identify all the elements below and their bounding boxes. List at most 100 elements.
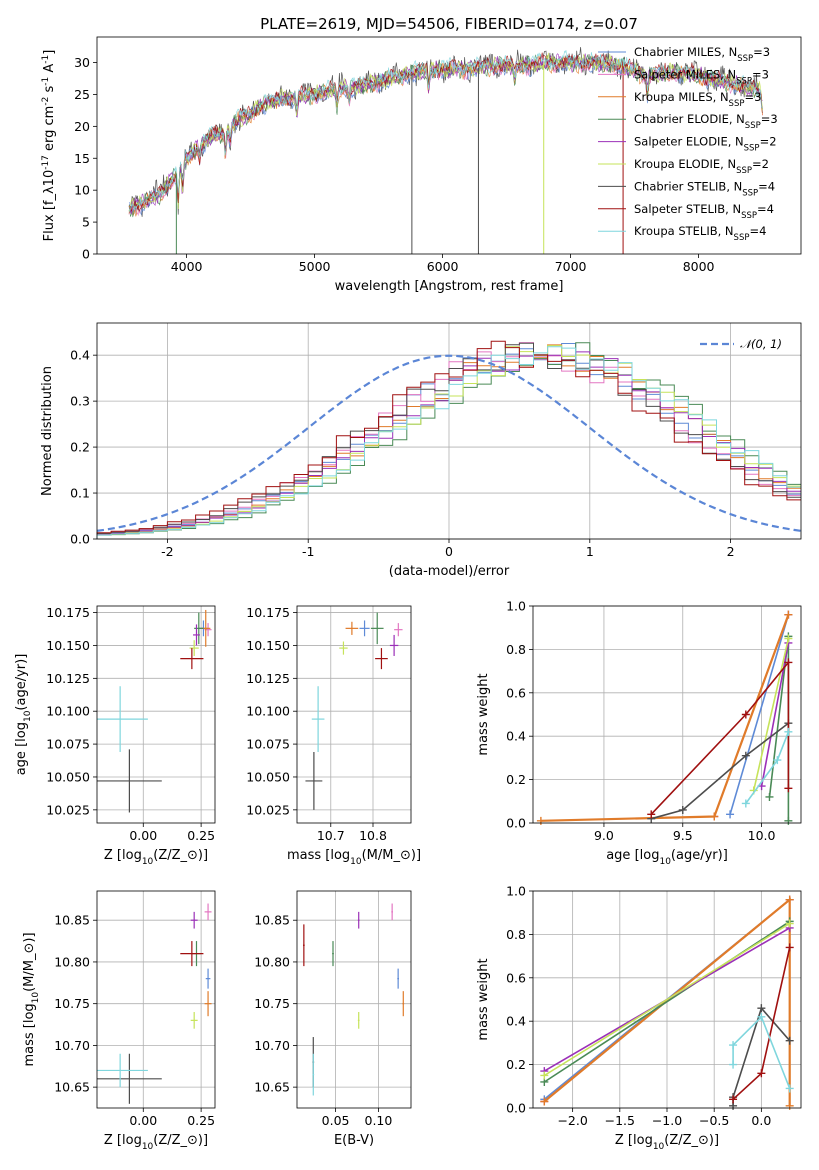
y-tick-label: 0.8 [506, 927, 526, 942]
y-tick-label: 0.2 [506, 1057, 526, 1072]
weight-marker-salpeter-stelib [741, 710, 750, 719]
y-tick-label: 0 [82, 247, 90, 262]
weight-marker-kroupa-stelib [773, 756, 782, 765]
spectrum-lines [128, 47, 763, 254]
weight-marker-kroupa-elodie [785, 919, 794, 928]
x-tick-label: 8000 [683, 259, 715, 274]
y-tick-label: 0.6 [506, 970, 526, 985]
weight-marker-kroupa-stelib [741, 799, 750, 808]
y-tick-label: 10.70 [254, 1038, 290, 1053]
weight-line-chabrier-miles [729, 614, 790, 815]
weight-marker-chabrier-miles [726, 810, 735, 819]
y-tick-label: 1.0 [506, 884, 526, 899]
legend-entry-salpeter-stelib: Salpeter STELIB, NSSP=4 [634, 202, 774, 221]
x-tick-label: 0.05 [322, 1113, 350, 1128]
weight-marker-kroupa-miles [785, 1101, 794, 1110]
x-tick-label: 4000 [171, 259, 203, 274]
spectrum-kroupa-stelib [128, 50, 763, 213]
y-tick-label: 10.175 [46, 605, 90, 620]
y-tick-label: 10.85 [54, 913, 90, 928]
y-tick-label: 1.0 [506, 599, 526, 614]
weight-marker-salpeter-stelib [784, 658, 793, 667]
axes-frame [96, 890, 216, 1109]
y-tick-label: 10.150 [46, 638, 90, 653]
spectrum-panel: 4000 5000 6000 7000 8000 0 5 10 15 20 25 30 waveleng… [41, 36, 802, 294]
weight-marker-kroupa-stelib [729, 1060, 738, 1069]
y-tick-label: 0.4 [506, 729, 526, 744]
y-tick-label: 10.80 [54, 954, 90, 969]
weight-vs-metallicity-panel: −2.0 −1.5 −1.0 −0.5 0.0 0.0 0.2 0.4 0.6 0.8 1.0 Z [… [476, 884, 802, 1152]
weight-vs-age-panel: 9.0 9.5 10.0 0.0 0.2 0.4 0.6 0.8 1.0 age [log10(a… [476, 599, 802, 867]
legend-entry-kroupa-stelib: Kroupa STELIB, NSSP=4 [634, 224, 766, 243]
figure-title: PLATE=2619, MJD=54506, FIBERID=0174, z=0… [260, 15, 638, 33]
y-tick-label: 10.65 [54, 1080, 90, 1095]
y-tick-label: 0.4 [70, 348, 90, 363]
weight-marker-salpeter-stelib [729, 1095, 738, 1104]
spectrum-salpeter-stelib [128, 52, 763, 212]
axes-frame [96, 605, 216, 824]
x-axis-label: Z [log10(Z/Z_⊙)] [615, 1133, 719, 1152]
y-tick-label: 10.050 [246, 769, 290, 784]
weight-marker-kroupa-miles [785, 895, 794, 904]
weight-marker-kroupa-stelib [757, 1012, 766, 1021]
y-tick-label: 0.2 [506, 772, 526, 787]
y-tick-label: 25 [74, 87, 90, 102]
residuals-histogram-panel: -2 -1 0 1 2 0.0 0.1 0.2 0.3 0.4 (data-model)/error… [40, 322, 802, 579]
weight-marker-chabrier-stelib [785, 1036, 794, 1045]
x-tick-label: −1.0 [652, 1113, 682, 1128]
weight-marker-salpeter-stelib [647, 810, 656, 819]
axes-frame [532, 605, 802, 824]
y-tick-label: 10.100 [46, 704, 90, 719]
errorbar-points [303, 903, 405, 1096]
x-tick-label: −0.5 [699, 1113, 729, 1128]
weight-marker-kroupa-elodie [784, 634, 793, 643]
weight-marker-salpeter-stelib [785, 943, 794, 952]
x-tick-label: -1 [302, 544, 314, 559]
axes-frame [296, 890, 412, 1109]
x-tick-label: 0 [445, 544, 453, 559]
x-tick-label: 2 [727, 544, 735, 559]
weight-marker-kroupa-miles [784, 610, 793, 619]
x-tick-label: 0.0 [751, 1113, 771, 1128]
x-axis-label: age [log10(age/yr)] [606, 848, 728, 867]
y-tick-label: 0.0 [70, 532, 90, 547]
x-tick-label: −1.5 [605, 1113, 635, 1128]
y-tick-label: 20 [74, 119, 90, 134]
weight-marker-chabrier-stelib [757, 1004, 766, 1013]
legend-entry-salpeter-miles: Salpeter MILES, NSSP=3 [634, 67, 769, 86]
mass-vs-extinction-panel: 0.05 0.10 10.65 10.70 10.75 10.80 10.85 E(B-V) [254, 890, 412, 1148]
y-tick-label: 10.70 [54, 1038, 90, 1053]
mass-vs-metallicity-panel: 0.00 0.25 10.65 10.70 10.75 10.80 10.85 Z [log1… [22, 890, 216, 1152]
legend-entry-salpeter-elodie: Salpeter ELODIE, NSSP=2 [634, 135, 777, 154]
y-tick-label: 0.8 [506, 642, 526, 657]
y-tick-label: 10.125 [246, 671, 290, 686]
weight-marker-chabrier-stelib [678, 805, 687, 814]
weight-marker-kroupa-elodie [540, 1071, 549, 1080]
x-tick-label: 10.8 [359, 828, 387, 843]
x-tick-label: 0.00 [129, 1113, 157, 1128]
y-tick-label: 10.100 [246, 704, 290, 719]
y-axis-label: age [log10(age/yr)] [14, 654, 33, 776]
weight-marker-kroupa-miles [536, 816, 545, 825]
x-tick-label: 1 [586, 544, 594, 559]
weight-marker-kroupa-miles [710, 812, 719, 821]
y-tick-label: 10.65 [254, 1080, 290, 1095]
y-tick-label: 10.050 [46, 769, 90, 784]
y-tick-label: 30 [74, 55, 90, 70]
x-tick-label: 5000 [299, 259, 331, 274]
y-axis-label: mass weight [476, 673, 491, 755]
legend-entry-chabrier-elodie: Chabrier ELODIE, NSSP=3 [634, 112, 778, 131]
x-axis-label: E(B-V) [334, 1133, 374, 1148]
y-tick-label: 10.075 [246, 737, 290, 752]
x-axis-label: mass [log10(M/M_⊙)] [287, 848, 421, 867]
age-vs-metallicity-panel: 0.00 0.25 10.025 10.050 10.075 10.100 10.125 10… [14, 605, 216, 867]
weight-marker-kroupa-stelib [729, 1041, 738, 1050]
y-tick-label: 10.75 [54, 996, 90, 1011]
weight-line-kroupa-stelib [745, 731, 790, 804]
y-tick-label: 0.0 [506, 816, 526, 831]
y-tick-label: 10.125 [46, 671, 90, 686]
y-tick-label: 10.75 [254, 996, 290, 1011]
y-tick-label: 10.85 [254, 913, 290, 928]
weight-marker-kroupa-miles [540, 1097, 549, 1106]
x-tick-label: 0.00 [129, 828, 157, 843]
